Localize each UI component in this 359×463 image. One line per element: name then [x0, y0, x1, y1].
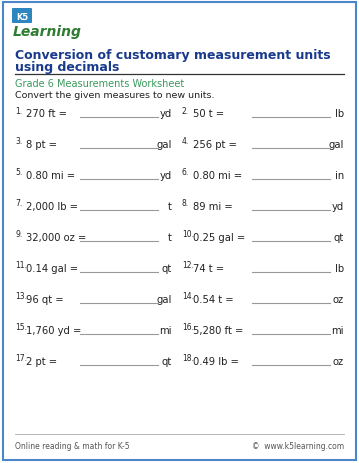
Text: Conversion of customary measurement units: Conversion of customary measurement unit… [15, 49, 331, 62]
Text: qt: qt [162, 356, 172, 366]
Text: oz: oz [333, 294, 344, 304]
Text: 18.: 18. [182, 354, 194, 363]
Text: 12.: 12. [182, 261, 194, 270]
Text: 4.: 4. [182, 137, 189, 146]
Text: 0.25 gal =: 0.25 gal = [193, 232, 245, 243]
Text: t: t [168, 201, 172, 212]
Text: 96 qt =: 96 qt = [26, 294, 64, 304]
Text: mi: mi [331, 325, 344, 335]
Text: 2 pt =: 2 pt = [26, 356, 57, 366]
Text: oz: oz [333, 356, 344, 366]
Text: lb: lb [335, 263, 344, 274]
Text: Convert the given measures to new units.: Convert the given measures to new units. [15, 91, 214, 100]
Text: 0.80 mi =: 0.80 mi = [26, 171, 75, 181]
Text: 8.: 8. [182, 199, 189, 208]
Text: Grade 6 Measurements Worksheet: Grade 6 Measurements Worksheet [15, 79, 184, 89]
Text: 13.: 13. [15, 292, 27, 301]
Text: yd: yd [332, 201, 344, 212]
Text: 17.: 17. [15, 354, 27, 363]
Text: 15.: 15. [15, 323, 27, 332]
Text: 1.: 1. [15, 106, 22, 115]
Text: 0.80 mi =: 0.80 mi = [193, 171, 242, 181]
Text: 8 pt =: 8 pt = [26, 140, 57, 150]
Text: ©  www.k5learning.com: © www.k5learning.com [252, 442, 344, 450]
Text: using decimals: using decimals [15, 62, 120, 75]
FancyBboxPatch shape [12, 9, 32, 24]
Text: 14.: 14. [182, 292, 194, 301]
Text: in: in [335, 171, 344, 181]
Text: yd: yd [160, 109, 172, 119]
Text: 50 t =: 50 t = [193, 109, 224, 119]
Text: 9.: 9. [15, 230, 22, 239]
Text: 270 ft =: 270 ft = [26, 109, 67, 119]
Text: 0.14 gal =: 0.14 gal = [26, 263, 78, 274]
Text: gal: gal [157, 294, 172, 304]
Text: 2.: 2. [182, 106, 189, 115]
Text: 89 mi =: 89 mi = [193, 201, 233, 212]
Text: 5.: 5. [15, 168, 22, 177]
Text: lb: lb [335, 109, 344, 119]
Text: gal: gal [157, 140, 172, 150]
Text: 256 pt =: 256 pt = [193, 140, 237, 150]
Text: gal: gal [328, 140, 344, 150]
Text: 11.: 11. [15, 261, 27, 270]
Text: 1,760 yd =: 1,760 yd = [26, 325, 81, 335]
Text: qt: qt [162, 263, 172, 274]
Text: 0.54 t =: 0.54 t = [193, 294, 234, 304]
Text: 16.: 16. [182, 323, 194, 332]
Text: 2,000 lb =: 2,000 lb = [26, 201, 78, 212]
Text: 74 t =: 74 t = [193, 263, 224, 274]
Text: 10.: 10. [182, 230, 194, 239]
Text: Learning: Learning [13, 25, 82, 39]
Text: 32,000 oz =: 32,000 oz = [26, 232, 86, 243]
Text: 6.: 6. [182, 168, 189, 177]
Text: 7.: 7. [15, 199, 22, 208]
Text: 5,280 ft =: 5,280 ft = [193, 325, 243, 335]
Text: 0.49 lb =: 0.49 lb = [193, 356, 239, 366]
Text: mi: mi [159, 325, 172, 335]
Text: yd: yd [160, 171, 172, 181]
Text: Online reading & math for K-5: Online reading & math for K-5 [15, 442, 130, 450]
Text: 3.: 3. [15, 137, 22, 146]
Text: qt: qt [334, 232, 344, 243]
Text: t: t [168, 232, 172, 243]
Text: K5: K5 [16, 13, 28, 21]
